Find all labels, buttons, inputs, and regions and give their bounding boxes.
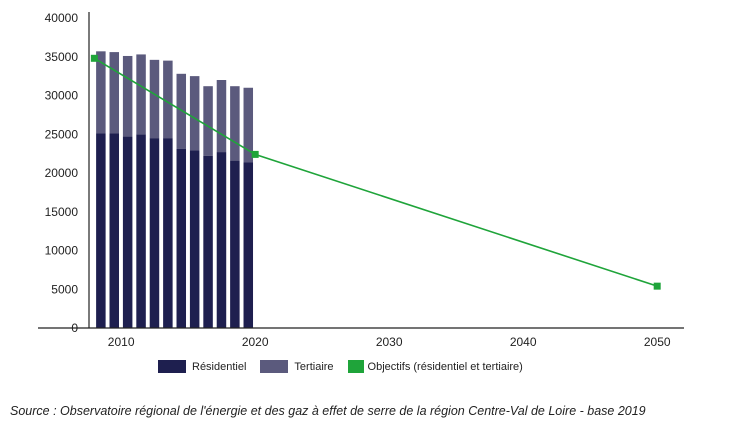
bar-residentiel <box>109 133 120 328</box>
x-tick-label: 2030 <box>376 335 403 349</box>
legend-item-residentiel: Résidentiel <box>158 360 246 373</box>
y-tick-label: 5000 <box>51 282 78 296</box>
x-axis-ticks: 2010 2020 2030 2040 2050 <box>108 335 671 349</box>
bar-tertiaire <box>96 51 106 134</box>
bar-tertiaire <box>122 55 133 137</box>
bar-tertiaire <box>163 60 173 139</box>
bar-tertiaire <box>230 86 240 161</box>
bar-tertiaire <box>189 76 200 151</box>
legend-item-tertiaire: Tertiaire <box>260 360 334 373</box>
legend-item-objectifs: Objectifs (résidentiel et tertiaire) <box>347 360 523 373</box>
bar-residentiel <box>230 160 240 328</box>
y-tick-label: 15000 <box>45 205 79 219</box>
bar-tertiaire <box>109 52 120 134</box>
bars <box>96 51 254 328</box>
bar-residentiel <box>96 133 106 328</box>
y-tick-label: 20000 <box>45 166 79 180</box>
bar-residentiel <box>149 138 160 328</box>
objectives-point <box>653 282 661 290</box>
legend: Résidentiel Tertiaire Objectifs (résiden… <box>158 360 537 373</box>
bar-residentiel <box>163 138 173 328</box>
legend-label-tertiaire: Tertiaire <box>294 360 334 373</box>
legend-label-residentiel: Résidentiel <box>192 360 247 373</box>
y-tick-label: 30000 <box>45 89 79 103</box>
bar-residentiel <box>176 148 187 328</box>
y-tick-label: 40000 <box>45 11 79 25</box>
legend-swatch-residentiel <box>158 360 186 373</box>
legend-swatch-objectifs <box>347 360 364 373</box>
bar-residentiel <box>243 162 254 328</box>
objectives-point <box>90 54 98 62</box>
bar-tertiaire <box>243 87 254 163</box>
bar-residentiel <box>136 134 146 328</box>
x-tick-label: 2040 <box>510 335 537 349</box>
x-tick-label: 2010 <box>108 335 135 349</box>
bar-residentiel <box>189 150 200 328</box>
y-tick-label: 35000 <box>45 50 79 64</box>
legend-label-objectifs: Objectifs (résidentiel et tertiaire) <box>367 360 523 373</box>
objectives-line-group <box>90 54 661 290</box>
bar-tertiaire <box>136 54 146 135</box>
chart: 0500010000150002000025000300003500040000… <box>38 11 684 349</box>
y-tick-label: 25000 <box>45 127 79 141</box>
bar-residentiel <box>203 155 213 328</box>
bar-tertiaire <box>216 80 227 153</box>
x-tick-label: 2050 <box>644 335 671 349</box>
bar-tertiaire <box>203 86 213 156</box>
bar-residentiel <box>122 136 133 328</box>
source-note: Source : Observatoire régional de l'éner… <box>10 404 646 418</box>
y-tick-label: 10000 <box>45 244 79 258</box>
legend-swatch-tertiaire <box>260 360 289 373</box>
x-tick-label: 2020 <box>242 335 269 349</box>
bar-residentiel <box>216 152 227 328</box>
bar-tertiaire <box>176 73 187 149</box>
bar-tertiaire <box>149 59 160 139</box>
objectives-point <box>251 150 259 158</box>
